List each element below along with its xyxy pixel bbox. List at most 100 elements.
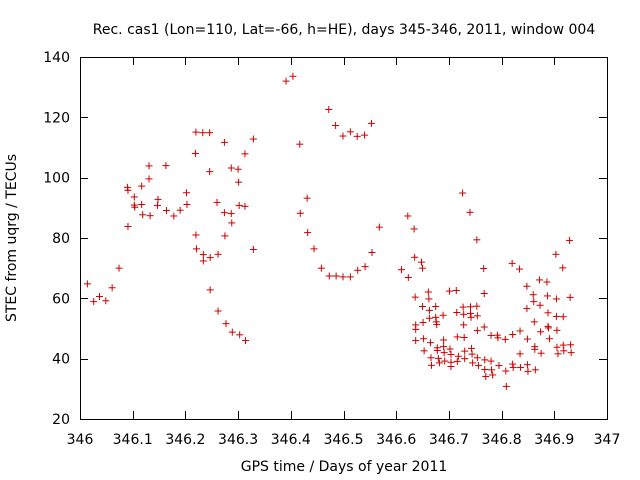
data-point: [228, 219, 236, 227]
y-tick-label: 80: [52, 231, 70, 247]
data-point: [473, 312, 481, 320]
data-point: [206, 286, 214, 294]
data-point: [502, 382, 510, 390]
data-point: [182, 189, 190, 197]
data-point: [361, 131, 369, 139]
x-tick-label: 346.8: [482, 432, 522, 448]
data-point: [468, 350, 476, 358]
data-point: [459, 303, 467, 311]
data-point: [282, 77, 290, 85]
data-point: [537, 328, 545, 336]
y-tick-label: 20: [52, 412, 70, 428]
data-point: [446, 345, 454, 353]
data-point: [473, 302, 481, 310]
data-point: [220, 138, 228, 146]
data-point: [509, 331, 517, 339]
data-point: [453, 357, 461, 365]
data-point: [461, 355, 469, 363]
data-point: [214, 307, 222, 315]
data-point: [452, 286, 460, 294]
data-point: [420, 335, 428, 343]
data-point: [339, 132, 347, 140]
data-point: [552, 250, 560, 258]
data-point: [559, 313, 567, 321]
data-point: [523, 282, 531, 290]
data-point: [227, 210, 235, 218]
data-point: [303, 194, 311, 202]
data-point: [559, 341, 567, 349]
data-point: [566, 236, 574, 244]
data-point: [213, 198, 221, 206]
data-point: [473, 327, 481, 335]
data-point: [368, 248, 376, 256]
data-point: [489, 371, 497, 379]
data-point: [553, 343, 561, 351]
data-point: [469, 359, 477, 367]
data-point: [516, 265, 524, 273]
x-tick-label: 346: [67, 432, 94, 448]
data-point: [367, 119, 375, 127]
data-point: [404, 274, 412, 282]
data-point: [236, 331, 244, 339]
data-point: [453, 333, 461, 341]
data-point: [433, 321, 441, 329]
x-tick-label: 347: [594, 432, 621, 448]
data-point: [432, 313, 440, 321]
data-point: [440, 336, 448, 344]
data-point: [153, 201, 161, 209]
data-point: [419, 318, 427, 326]
data-point: [559, 264, 567, 272]
x-tick-label: 346.7: [429, 432, 469, 448]
data-point: [234, 165, 242, 173]
data-point: [353, 132, 361, 140]
data-point: [412, 325, 420, 333]
data-point: [102, 297, 110, 305]
data-point: [460, 334, 468, 342]
data-point: [502, 367, 510, 375]
data-point: [467, 303, 475, 311]
data-point: [145, 162, 153, 170]
data-point: [339, 273, 347, 281]
data-point: [536, 276, 544, 284]
data-point: [509, 363, 517, 371]
data-point: [439, 311, 447, 319]
data-point: [567, 341, 575, 349]
data-point: [516, 350, 524, 358]
data-point: [473, 354, 481, 362]
data-point: [249, 245, 257, 253]
data-point: [146, 212, 154, 220]
data-point: [221, 232, 229, 240]
data-point: [235, 178, 243, 186]
data-point: [310, 245, 318, 253]
data-point: [481, 356, 489, 364]
data-point: [191, 150, 199, 158]
data-point: [241, 150, 249, 158]
data-point: [524, 367, 532, 375]
data-point: [480, 323, 488, 331]
data-point: [123, 183, 131, 191]
data-point: [296, 209, 304, 217]
data-point: [467, 313, 475, 321]
data-point: [529, 291, 537, 299]
data-point: [467, 309, 475, 317]
data-point: [487, 357, 495, 365]
data-point: [139, 211, 147, 219]
data-point: [162, 162, 170, 170]
data-point: [426, 339, 434, 347]
data-point: [222, 320, 230, 328]
data-point: [523, 335, 531, 343]
data-point: [249, 135, 257, 143]
y-tick-label: 120: [43, 110, 70, 126]
data-point: [410, 225, 418, 233]
data-point: [228, 328, 236, 336]
data-point: [566, 293, 574, 301]
data-point: [235, 201, 243, 209]
y-axis-label: STEC from uqrg / TECUs: [4, 154, 20, 322]
data-point: [543, 292, 551, 300]
data-point: [546, 335, 554, 343]
data-point: [154, 195, 162, 203]
data-point: [454, 352, 462, 360]
data-point: [162, 207, 170, 215]
data-point: [346, 273, 354, 281]
